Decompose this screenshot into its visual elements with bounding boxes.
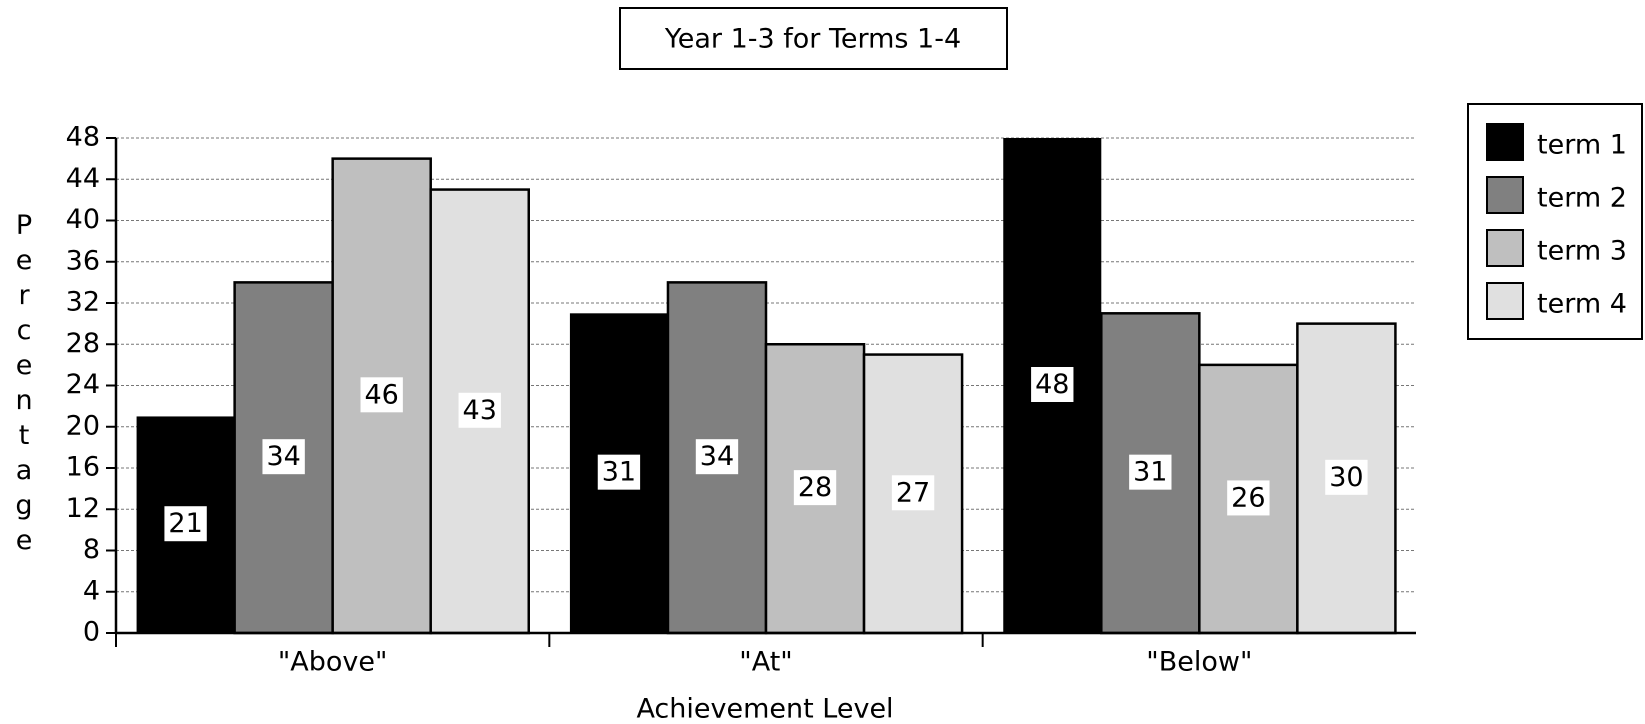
value-label: 27 (896, 477, 930, 508)
y-tick-label: 8 (83, 534, 100, 565)
value-label-box (1129, 454, 1172, 490)
y-tick-label: 48 (66, 122, 100, 153)
legend-swatch (1486, 282, 1524, 320)
value-label: 43 (463, 395, 497, 426)
value-label-box (458, 392, 501, 428)
legend-label: term 4 (1537, 289, 1627, 320)
value-label: 26 (1231, 482, 1265, 513)
value-label-box (695, 439, 739, 475)
value-label: 48 (1035, 369, 1069, 400)
y-tick-label: 16 (66, 452, 100, 483)
value-label: 46 (365, 379, 399, 410)
value-label: 28 (798, 472, 832, 503)
value-label: 34 (700, 441, 734, 472)
x-tick-label: "At" (739, 647, 792, 678)
y-tick-label: 12 (66, 493, 100, 524)
y-tick-label: 0 (83, 617, 100, 648)
value-label-box (1031, 367, 1074, 402)
value-label-box (1227, 480, 1270, 516)
value-label-box (891, 475, 935, 511)
value-label: 21 (168, 508, 202, 539)
x-axis-label: Achievement Level (636, 694, 893, 724)
legend-label: term 2 (1537, 183, 1627, 214)
value-label-box (360, 377, 403, 413)
y-axis-label: Percentage (9, 210, 40, 560)
value-label: 34 (266, 441, 300, 472)
value-label: 31 (602, 457, 636, 488)
x-tick-label: "Below" (1146, 647, 1252, 678)
legend-label: term 1 (1537, 130, 1627, 161)
y-tick-label: 44 (66, 163, 100, 194)
y-tick-label: 28 (66, 328, 100, 359)
value-label: 30 (1329, 462, 1363, 493)
legend-label: term 3 (1537, 236, 1627, 267)
legend-swatch (1486, 229, 1524, 267)
y-tick-label: 4 (83, 575, 100, 606)
value-label-box (793, 470, 837, 506)
y-tick-label: 20 (66, 410, 100, 441)
value-label-box (597, 454, 641, 490)
title-box (619, 7, 1008, 70)
chart-title: Year 1-3 for Terms 1-4 (664, 24, 961, 55)
y-tick-label: 24 (66, 369, 100, 400)
value-label-box (262, 439, 305, 475)
legend-swatch (1486, 176, 1524, 214)
y-tick-label: 32 (66, 287, 100, 318)
y-tick-label: 36 (66, 245, 100, 276)
y-tick-label: 40 (66, 204, 100, 235)
value-label-box (1325, 459, 1368, 495)
legend-swatch (1486, 123, 1524, 161)
value-label-box (164, 506, 207, 542)
x-tick-label: "Above" (278, 647, 388, 678)
value-label: 31 (1133, 457, 1167, 488)
